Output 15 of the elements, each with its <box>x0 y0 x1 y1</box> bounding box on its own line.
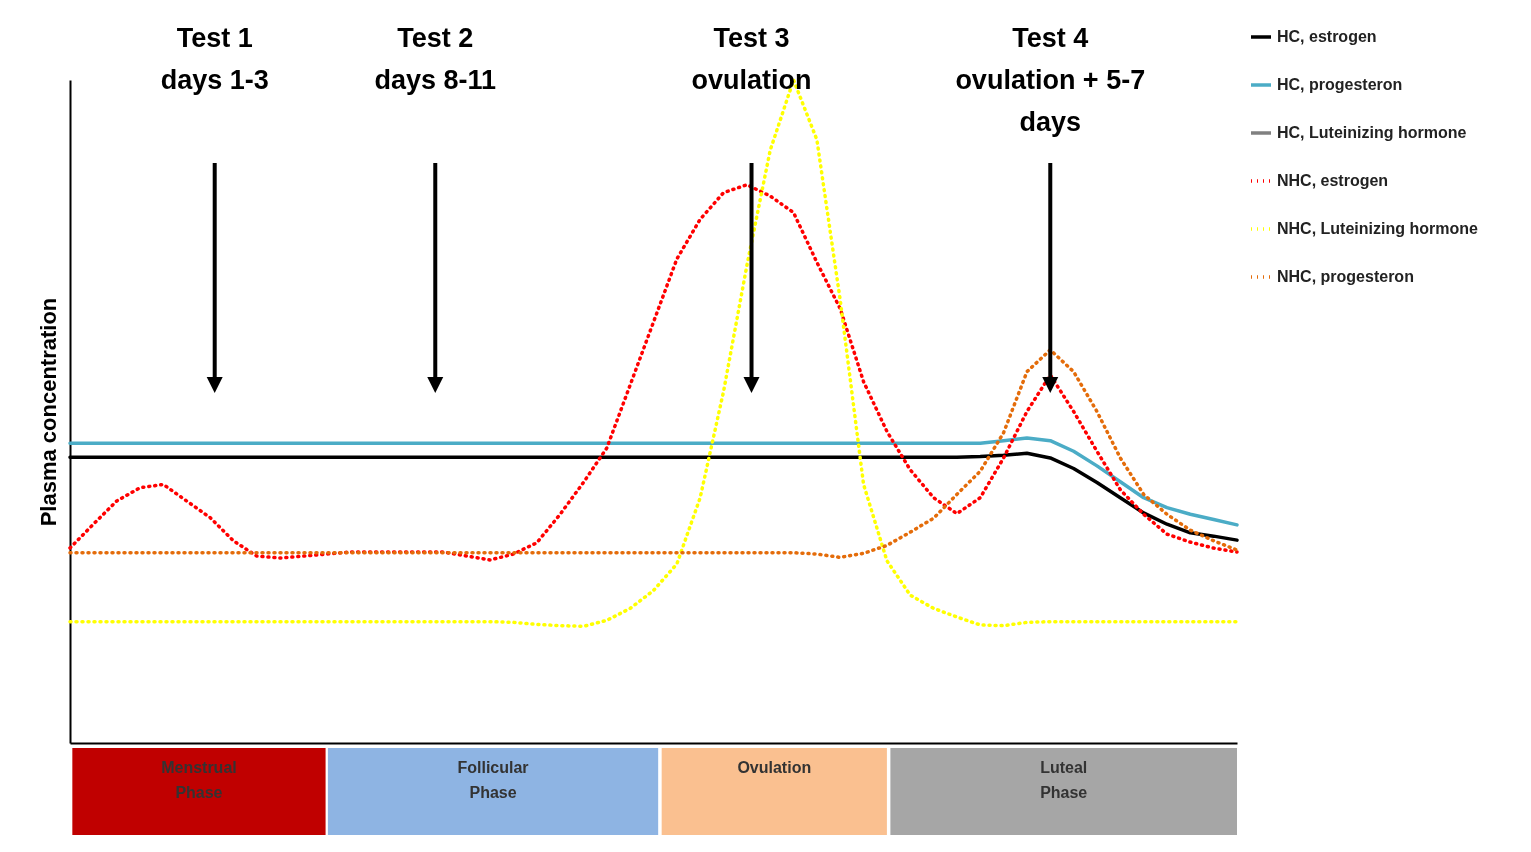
text: Follicular Phase <box>457 759 529 801</box>
text: Menstrual Phase <box>161 759 237 801</box>
y-axis-title: Plasma concentration <box>35 297 61 527</box>
annotation: Test 3 ovulation <box>691 23 812 95</box>
legend-label: HC, progesteron <box>1277 76 1403 93</box>
legend-label: NHC, estrogen <box>1277 172 1389 189</box>
text: Ovulation <box>737 759 812 776</box>
text: Luteal Phase <box>1040 759 1088 801</box>
annotation: Test 1 days 1-3 <box>160 23 269 95</box>
annotation: Test 2 days 8-11 <box>374 23 497 95</box>
annotation: Test 4 ovulation + 5-7 days <box>955 23 1146 137</box>
legend-label: HC, estrogen <box>1277 28 1377 45</box>
legend-label: NHC, progesteron <box>1277 268 1414 285</box>
legend-label: HC, Luteinizing hormone <box>1277 124 1467 141</box>
legend-label: NHC, Luteinizing hormone <box>1277 220 1478 237</box>
